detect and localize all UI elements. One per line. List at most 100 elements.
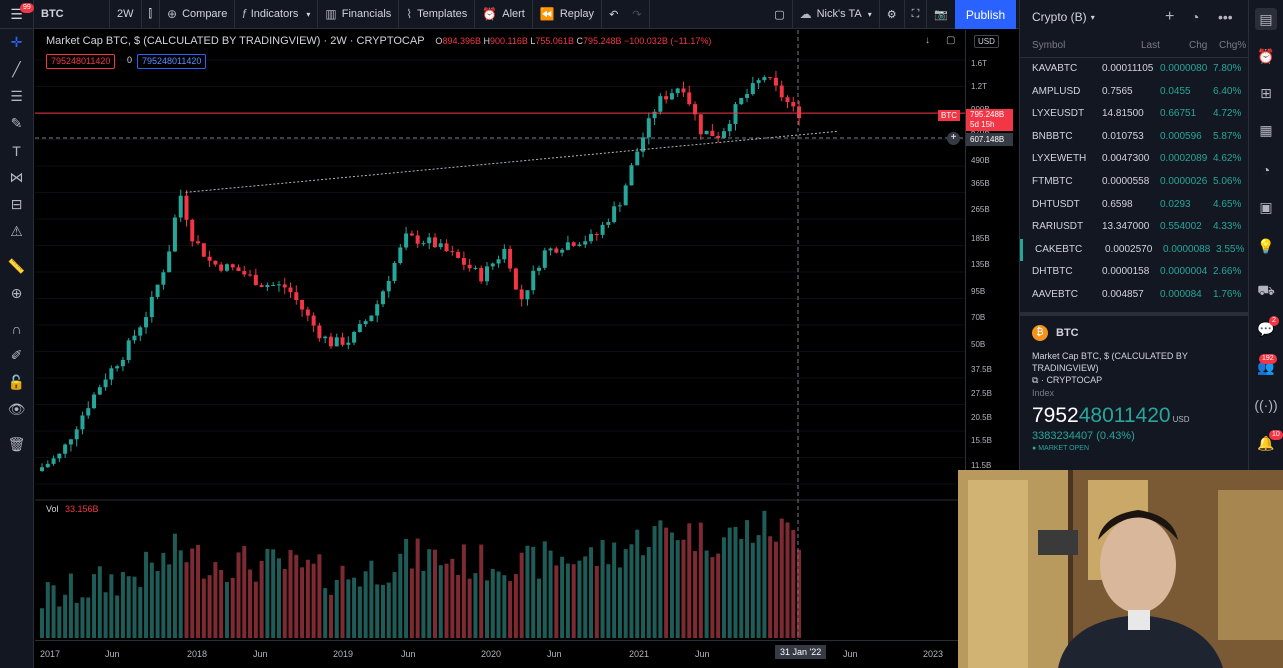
row-chgp: 4.72% <box>1213 108 1242 120</box>
hotlists-icon[interactable]: ◔ <box>1261 162 1271 178</box>
undo-button[interactable]: ↶ <box>602 0 625 29</box>
main-chart[interactable] <box>35 30 965 640</box>
prediction-icon[interactable]: ⊟ <box>10 196 23 212</box>
templates-button[interactable]: ⌇ Templates <box>399 0 476 29</box>
lock-drawing-icon[interactable]: ✐ <box>10 347 23 363</box>
fullscreen-button[interactable]: ⛶ <box>905 0 928 29</box>
more-icon[interactable]: ••• <box>1218 9 1233 25</box>
chevron-down-icon[interactable]: ▾ <box>1090 12 1095 22</box>
watchlist-row[interactable]: DHTBTC 0.0000158 0.0000004 2.66% <box>1020 261 1248 284</box>
calendar-icon[interactable]: ▣ <box>1259 198 1273 215</box>
eye-icon[interactable]: 👁 <box>7 401 26 417</box>
volume-bar <box>531 546 536 638</box>
watchlist-row[interactable]: BNBBTC 0.010753 0.000596 5.87% <box>1020 126 1248 149</box>
col-chgp[interactable]: Chg% <box>1219 40 1247 51</box>
data-window-icon[interactable]: ⊞ <box>1260 84 1272 101</box>
people-icon[interactable]: 👥 192 <box>1257 354 1277 375</box>
watchlist-row[interactable]: FTMBTC 0.0000558 0.0000026 5.06% <box>1020 171 1248 194</box>
volume-bar <box>797 549 802 638</box>
scroll-to-start-icon[interactable]: ↓ <box>925 35 930 46</box>
financials-button[interactable]: ▥ Financials <box>318 0 400 29</box>
volume-bar <box>456 574 461 638</box>
time-scale[interactable]: 2017 Jun 2018 Jun 2019 Jun 2020 Jun 2021 Jun Jun 20… <box>35 640 1018 668</box>
redo-button[interactable]: ↷ <box>625 0 650 29</box>
volume-bar <box>190 548 195 638</box>
col-last[interactable]: Last <box>1141 40 1160 51</box>
snapshot-button[interactable]: 📷 <box>927 0 956 29</box>
volume-bar <box>57 606 62 638</box>
layout-name-button[interactable]: ☁ Nick's TA ▾ <box>793 0 880 29</box>
indicators-button[interactable]: f Indicators ▾ <box>235 0 319 29</box>
symbol-search-button[interactable]: BTC <box>34 0 110 29</box>
settings-button[interactable]: ⚙ <box>880 0 905 29</box>
row-chg: 0.66751 <box>1160 108 1197 120</box>
volume-bar <box>467 578 472 638</box>
candle-body <box>542 250 547 268</box>
text-icon[interactable]: T <box>12 142 21 159</box>
candle-body <box>294 292 299 301</box>
zoom-in-icon[interactable]: ⊕ <box>10 285 23 301</box>
notifications-icon[interactable]: 🔔 10 <box>1255 430 1283 454</box>
watchlist-row[interactable]: AAVEBTC 0.004857 0.000084 1.76% <box>1020 284 1248 307</box>
brush-icon[interactable]: ✎ <box>10 115 23 131</box>
row-chg: 0.0002089 <box>1160 153 1208 165</box>
watchlist-row[interactable]: AMPLUSD 0.7565 0.0455 6.40% <box>1020 81 1248 104</box>
compare-button[interactable]: ⊕ Compare <box>160 0 236 29</box>
chart-legend: Market Cap BTC, $ (CALCULATED BY TRADING… <box>46 35 711 47</box>
advanced-view-icon[interactable]: ◔ <box>1191 9 1200 25</box>
replay-button[interactable]: ⏪ Replay <box>533 0 603 29</box>
ideas-icon[interactable]: 💡 <box>1257 237 1275 254</box>
watchlist-row[interactable]: CAKEBTC 0.0002570 0.0000088 3.55% <box>1020 238 1248 262</box>
news-icon[interactable]: ▦ <box>1259 121 1273 138</box>
volume-bar <box>785 522 790 638</box>
currency-selector[interactable]: USD <box>974 35 999 48</box>
col-chg[interactable]: Chg <box>1189 40 1208 51</box>
last-price-tag: 795.248B 5d 15h <box>966 109 1013 131</box>
add-alert-icon[interactable]: + <box>947 132 960 145</box>
watchlist-row[interactable]: LYXEUSDT 14.81500 0.66751 4.72% <box>1020 103 1248 126</box>
magnet-icon[interactable]: ∩ <box>11 320 22 337</box>
interval-button[interactable]: 2W <box>110 0 142 29</box>
add-symbol-icon[interactable]: + <box>1165 8 1175 25</box>
row-last: 14.81500 <box>1102 108 1144 120</box>
alert-button[interactable]: ⏰ Alert <box>475 0 533 29</box>
fib-icon[interactable]: ☰ <box>10 88 23 104</box>
crosshair-icon[interactable]: ✛ <box>10 34 23 50</box>
chats-icon[interactable]: ⛟ <box>1257 281 1275 298</box>
chart-type-button[interactable]: ⫿ <box>142 0 161 29</box>
publish-button[interactable]: Publish <box>955 0 1016 29</box>
streams-icon[interactable]: ((·)) <box>1254 397 1278 413</box>
layout-toggle-button[interactable]: ▢ <box>767 0 793 29</box>
candle-body <box>664 96 669 100</box>
warning-icon[interactable]: ⚠ <box>10 223 23 239</box>
watchlist-row[interactable]: RARIUSDT 13.347000 0.554002 4.33% <box>1020 216 1248 239</box>
watchlist-title[interactable]: Crypto (B) <box>1032 10 1087 24</box>
chat-icon[interactable]: 💬 2 <box>1255 316 1279 340</box>
volume-bar <box>716 553 721 638</box>
candle-body <box>346 342 351 345</box>
maximize-pane-icon[interactable]: ▢ <box>946 35 956 46</box>
volume-bar <box>600 540 605 638</box>
volume-bar <box>687 523 692 638</box>
pattern-icon[interactable]: ⋈ <box>9 169 24 185</box>
watchlist-row[interactable]: LYXEWETH 0.0047300 0.0002089 4.62% <box>1020 148 1248 171</box>
row-chgp: 4.62% <box>1213 153 1242 165</box>
candle-body <box>398 247 403 264</box>
alerts-icon[interactable]: ⏰ <box>1257 47 1275 64</box>
col-symbol[interactable]: Symbol <box>1032 40 1066 51</box>
watchlist-icon[interactable]: ▤ <box>1255 8 1277 30</box>
trend-line-icon[interactable]: ╱ <box>12 61 21 77</box>
row-chg: 0.0000080 <box>1160 63 1208 74</box>
volume-bar <box>323 588 328 638</box>
menu-button[interactable]: ☰ 99 <box>0 0 34 29</box>
watchlist-row[interactable]: DHTUSDT 0.6598 0.0293 4.65% <box>1020 194 1248 217</box>
row-last: 0.7565 <box>1102 85 1133 97</box>
volume-bar <box>519 552 524 638</box>
lock-icon[interactable]: 🔓 <box>7 374 26 390</box>
row-symbol: LYXEUSDT <box>1032 108 1085 120</box>
candle-body <box>57 453 62 459</box>
ruler-icon[interactable]: 📏 <box>7 258 26 274</box>
row-last: 0.010753 <box>1102 130 1144 142</box>
watchlist-row[interactable]: KAVABTC 0.00011105 0.0000080 7.80% <box>1020 58 1248 81</box>
trash-icon[interactable]: 🗑 <box>7 436 26 452</box>
